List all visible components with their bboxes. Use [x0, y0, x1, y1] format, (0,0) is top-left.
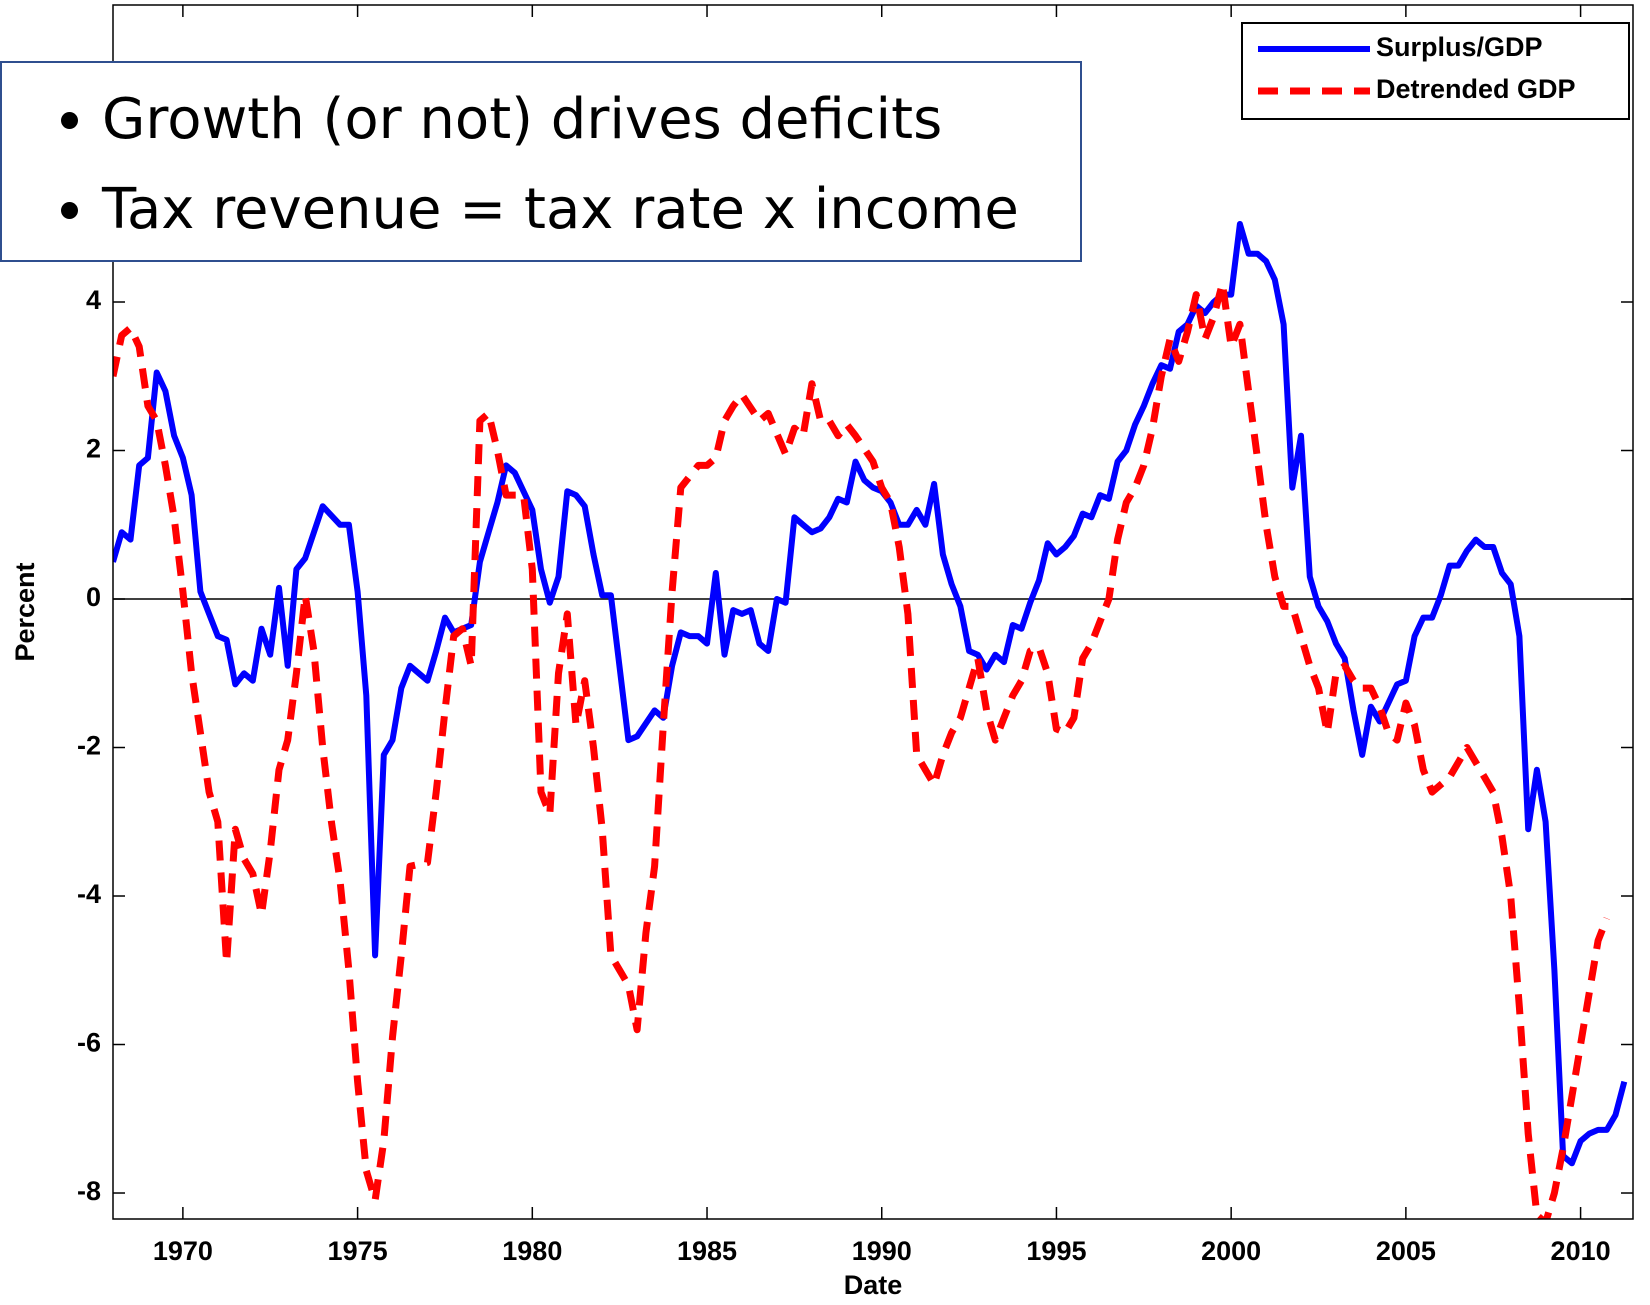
- x-tick-label: 2000: [1201, 1236, 1261, 1266]
- x-tick-label: 2010: [1551, 1236, 1611, 1266]
- x-tick-label: 1995: [1026, 1236, 1086, 1266]
- x-tick-label: 1975: [328, 1236, 388, 1266]
- y-tick-label: -6: [77, 1028, 101, 1058]
- text-box: Growth (or not) drives deficits Tax reve…: [0, 61, 1082, 262]
- y-tick-label: 0: [86, 582, 101, 612]
- y-tick-label: 4: [86, 285, 101, 315]
- y-axis-label: Percent: [10, 562, 40, 661]
- x-axis-label: Date: [844, 1270, 903, 1300]
- y-tick-label: 2: [86, 434, 101, 464]
- legend-box: [1241, 22, 1630, 120]
- bullet-list: Growth (or not) drives deficits Tax reve…: [2, 63, 1080, 255]
- y-tick-label: -8: [77, 1176, 101, 1206]
- x-tick-label: 1980: [502, 1236, 562, 1266]
- x-tick-label: 1990: [852, 1236, 912, 1266]
- bullet: Growth (or not) drives deficits: [102, 75, 1080, 165]
- legend-label: Surplus/GDP: [1376, 32, 1543, 62]
- bullet: Tax revenue = tax rate x income: [102, 165, 1080, 255]
- series-line: [113, 221, 1628, 1167]
- x-tick-label: 1970: [153, 1236, 213, 1266]
- y-tick-label: -4: [77, 879, 101, 909]
- legend-label: Detrended GDP: [1376, 74, 1576, 104]
- series-line: [113, 279, 1611, 1219]
- x-tick-label: 2005: [1376, 1236, 1436, 1266]
- plot-frame: [112, 4, 1634, 1220]
- y-tick-label: -2: [77, 731, 101, 761]
- x-tick-label: 1985: [677, 1236, 737, 1266]
